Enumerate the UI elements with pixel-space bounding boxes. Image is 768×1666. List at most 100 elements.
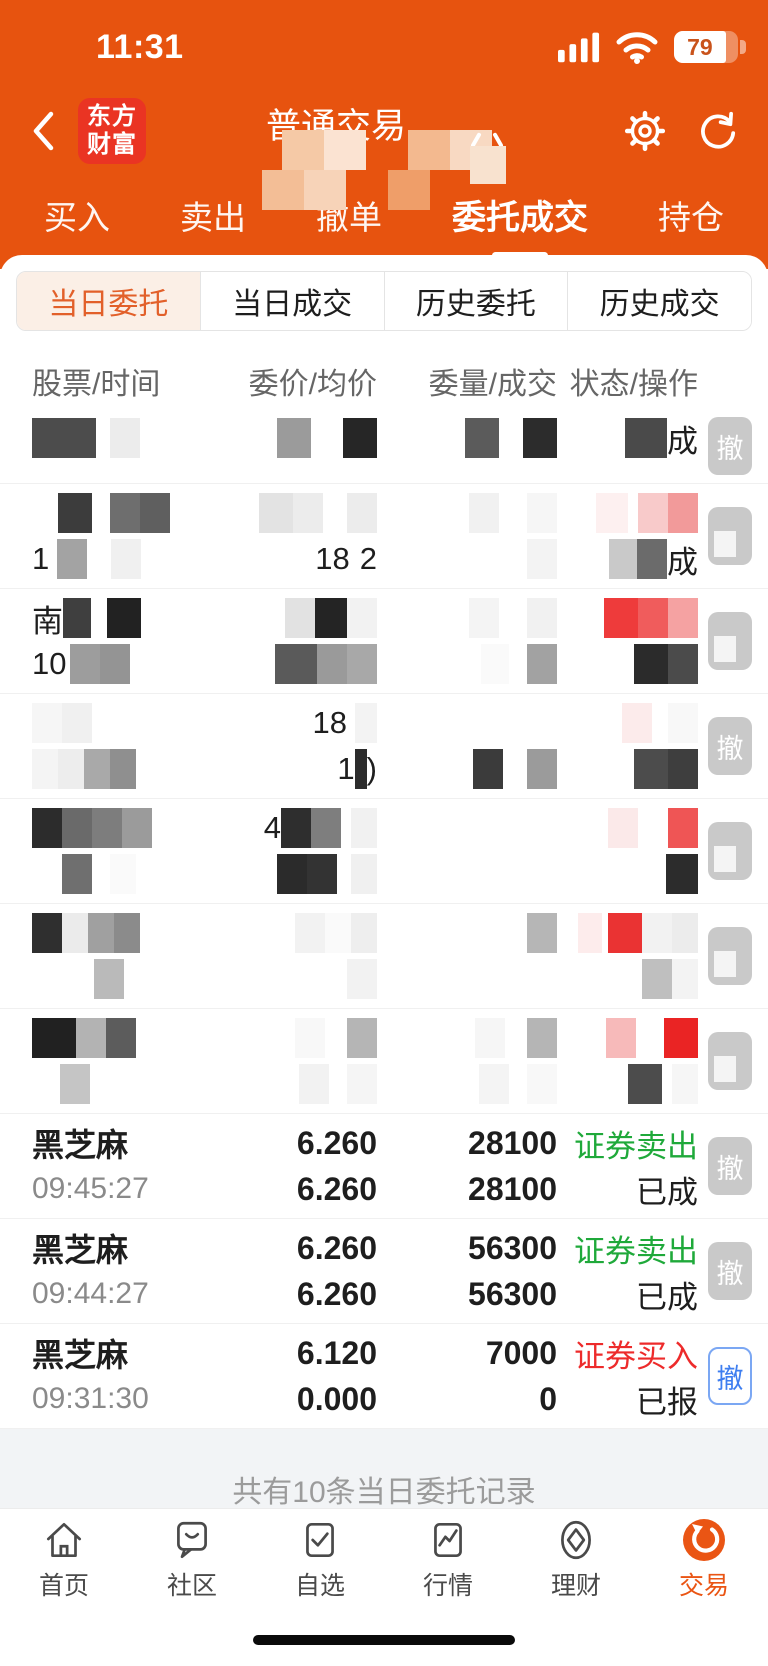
stock-cell: 10	[32, 643, 207, 685]
cancel-order-button[interactable]	[708, 927, 752, 985]
censor-block	[337, 854, 351, 894]
order-row: 4	[0, 799, 768, 904]
order-state: 已成	[636, 1279, 698, 1315]
censor-block	[622, 703, 652, 743]
censor-block	[351, 854, 377, 894]
filled-qty: 28100	[468, 1170, 557, 1207]
subtab-history-trades[interactable]: 历史成交	[567, 272, 751, 330]
stock-cell	[32, 702, 207, 744]
subtab-today-orders[interactable]: 当日委托	[17, 272, 200, 330]
wifi-icon	[615, 30, 659, 64]
qty-cell	[387, 1017, 557, 1059]
status-cell	[567, 1017, 698, 1059]
avg-price-cell: 6.260	[217, 1273, 377, 1315]
censor-block	[94, 959, 124, 999]
filled-qty-cell: 0	[387, 1378, 557, 1420]
refresh-icon[interactable]	[694, 108, 740, 154]
action-cell	[708, 597, 752, 685]
censor-block	[638, 493, 668, 533]
censored-text-fragment: 1	[32, 541, 50, 576]
cancel-order-button[interactable]: 撤	[708, 1137, 752, 1195]
price-cell: 18	[217, 702, 377, 744]
cancel-order-button[interactable]: 撤	[708, 417, 752, 475]
time-cell: 09:31:30	[32, 1378, 207, 1420]
app-logo: 东方 财富	[78, 97, 146, 165]
stock-name: 黑芝麻	[32, 1127, 129, 1163]
censor-block	[668, 644, 698, 684]
censor-block	[325, 913, 351, 953]
censor-block	[505, 1018, 527, 1058]
home-indicator[interactable]	[253, 1635, 515, 1645]
censor-block	[347, 1064, 377, 1104]
censor-block	[668, 808, 698, 848]
order-time: 09:45:27	[32, 1172, 149, 1205]
nav-item-trade[interactable]: 交易	[640, 1517, 768, 1602]
censor-block	[604, 598, 638, 638]
stock-name: 黑芝麻	[32, 1337, 129, 1373]
cancel-order-button[interactable]: 撤	[708, 1347, 752, 1405]
censor-block	[62, 854, 92, 894]
tab-buy[interactable]: 买入	[44, 198, 110, 236]
logo-line1: 东方	[87, 102, 137, 130]
order-price: 6.260	[296, 1124, 377, 1161]
settings-gear-icon[interactable]	[622, 108, 668, 154]
censor-block	[259, 493, 293, 533]
stock-cell	[32, 958, 207, 1000]
subtab-history-orders[interactable]: 历史委托	[383, 272, 568, 330]
action-cell: 撤	[708, 417, 752, 475]
censor-block	[63, 598, 91, 638]
censored-text-fragment: 1	[337, 751, 355, 786]
direction: 证券卖出	[574, 1128, 698, 1164]
qty-cell	[387, 912, 557, 954]
order-time: 09:44:27	[32, 1277, 149, 1310]
qty-cell	[387, 958, 557, 1000]
order-qty: 28100	[468, 1124, 557, 1161]
cancel-order-button[interactable]	[708, 822, 752, 880]
nav-item-home[interactable]: 首页	[0, 1517, 128, 1602]
tab-sell[interactable]: 卖出	[180, 198, 246, 236]
back-button[interactable]	[28, 108, 62, 154]
qty-cell	[387, 417, 557, 459]
censor-block	[315, 598, 347, 638]
bottom-safe-area	[0, 1613, 768, 1666]
censor-block	[317, 644, 347, 684]
cancel-order-button[interactable]: 撤	[708, 717, 752, 775]
censor-block	[523, 418, 557, 458]
content-panel: 当日委托 当日成交 历史委托 历史成交 股票/时间 委价/均价 委量/成交 状态…	[0, 255, 768, 1508]
subtab-today-trades[interactable]: 当日成交	[199, 272, 384, 330]
sub-tab-bar: 当日委托 当日成交 历史委托 历史成交	[16, 271, 752, 331]
col-qty-filled: 委量/成交	[428, 368, 557, 401]
stock-cell	[32, 1063, 207, 1105]
cancel-order-button[interactable]	[708, 612, 752, 670]
censor-block	[32, 913, 62, 953]
price-cell	[217, 643, 377, 685]
stock-cell	[32, 1017, 207, 1059]
col-price-avg: 委价/均价	[248, 368, 377, 401]
community-icon	[169, 1517, 215, 1563]
title-area[interactable]: 普通交易	[254, 92, 514, 212]
nav-item-community[interactable]: 社区	[128, 1517, 256, 1602]
qty-cell: 7000	[387, 1332, 557, 1374]
status-cell	[567, 807, 698, 849]
censor-block	[92, 808, 122, 848]
tab-positions[interactable]: 持仓	[658, 198, 724, 236]
censor-block	[62, 703, 92, 743]
nav-item-watchlist[interactable]: 自选	[256, 1517, 384, 1602]
censor-block	[281, 808, 311, 848]
bottom-nav: 首页 社区 自选 行情	[0, 1508, 768, 1613]
cancel-order-button[interactable]	[708, 507, 752, 565]
censor-block	[527, 598, 557, 638]
cancel-order-button[interactable]: 撤	[708, 1242, 752, 1300]
nav-item-market[interactable]: 行情	[384, 1517, 512, 1602]
action-cell	[708, 912, 752, 1000]
censor-block	[664, 1018, 698, 1058]
censor-block	[509, 1064, 527, 1104]
censor-block	[32, 418, 96, 458]
cancel-order-button[interactable]	[708, 1032, 752, 1090]
nav-item-wealth[interactable]: 理财	[512, 1517, 640, 1602]
stock-cell: 黑芝麻	[32, 1332, 207, 1374]
stock-cell: 南	[32, 597, 207, 639]
state-cell: 已成	[567, 1168, 698, 1210]
censor-block	[347, 493, 377, 533]
title-censor-row2	[262, 170, 430, 210]
